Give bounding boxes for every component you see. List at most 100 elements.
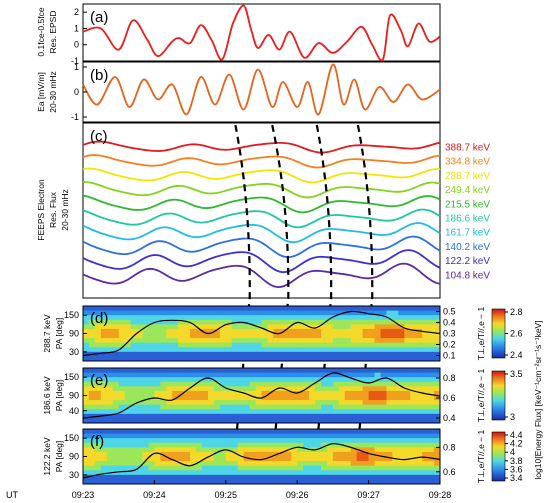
- panel-e-cell: [297, 377, 304, 383]
- panel-e-cell: [416, 390, 423, 396]
- panel-e-cell: [237, 409, 245, 415]
- panel-d-cell: [184, 328, 191, 334]
- panel-f-cbar-label-4: 4.2: [510, 439, 523, 449]
- panel-f-cell: [172, 433, 179, 439]
- panel-e-cell: [326, 413, 334, 419]
- panel-f-cell: [362, 474, 369, 480]
- panel-f-cell: [362, 461, 369, 467]
- panel-f-cell: [237, 456, 245, 462]
- panel-f-cell: [148, 470, 155, 476]
- panel-d-cell: [136, 351, 143, 357]
- panel-e-letter: (e): [90, 372, 108, 389]
- panel-f-cell: [100, 465, 108, 471]
- panel-e-cell: [255, 381, 262, 387]
- panel-e-cell: [368, 381, 375, 387]
- panel-d-cell: [142, 306, 149, 311]
- panel-e-cell: [112, 418, 120, 424]
- panel-e-cell: [124, 395, 131, 401]
- panel-f-cell: [273, 447, 280, 453]
- panel-f-cell: [350, 465, 358, 471]
- panel-e-cell: [88, 377, 96, 383]
- panel-f-cell: [434, 470, 441, 476]
- panel-e-cell: [350, 400, 358, 406]
- panel-d-cell: [83, 347, 90, 353]
- panel-f-cell: [338, 474, 346, 480]
- panel-d-cell: [303, 319, 310, 325]
- panel-d-cell: [332, 306, 340, 311]
- panel-d-cell: [392, 342, 399, 348]
- panel-e-cell: [428, 368, 435, 373]
- time-tick-label-2: 09:25: [215, 490, 238, 500]
- panel-d-cell: [94, 328, 102, 334]
- panel-d-cell: [356, 347, 364, 353]
- panel-f-cell: [207, 479, 215, 485]
- panel-f-cell: [172, 461, 179, 467]
- panel-e-cell: [130, 413, 137, 419]
- panel-f-cell: [112, 479, 120, 485]
- panel-d-cell: [338, 333, 346, 339]
- panel-f-cell: [255, 451, 262, 457]
- panel-d-cell: [273, 310, 280, 316]
- panel-f-cell: [94, 447, 102, 453]
- panel-e-cell: [83, 377, 90, 383]
- panel-d-cell: [225, 356, 233, 362]
- panel-d-cell: [112, 310, 120, 316]
- panel-d-cell: [249, 310, 256, 316]
- panel-d-cell: [297, 333, 304, 339]
- panel-d-cell: [106, 356, 114, 362]
- panel-f-cell: [368, 456, 375, 462]
- panel-d-cell: [112, 347, 120, 353]
- panel-d-cell: [428, 338, 435, 344]
- panel-f-cell: [184, 465, 191, 471]
- panel-d-cell: [130, 319, 137, 325]
- panel-e-cell: [285, 386, 292, 392]
- panel-f-cell: [88, 474, 96, 480]
- panel-e-cell: [267, 386, 274, 392]
- panel-d-cell: [88, 347, 96, 353]
- panel-f-cell: [178, 438, 185, 444]
- panel-d-cell: [326, 351, 334, 357]
- panel-e-cell: [190, 409, 197, 415]
- panel-d-cell: [213, 351, 221, 357]
- panel-e-cell: [154, 386, 161, 392]
- panel-d-cell: [267, 338, 274, 344]
- panel-e-cell: [410, 418, 417, 424]
- panel-d-cell: [178, 328, 185, 334]
- panel-d-cell: [196, 342, 203, 348]
- panel-d-cell: [154, 342, 161, 348]
- panel-e-cell: [178, 381, 185, 387]
- panel-e-cell: [83, 390, 90, 396]
- panel-f-rtick-label-1: 0.8: [443, 442, 456, 452]
- panel-d-cell: [148, 319, 155, 325]
- panel-d-cell: [344, 306, 352, 311]
- panel-e-cell: [338, 395, 346, 401]
- panel-e-cell: [231, 368, 239, 373]
- panel-f-cell: [243, 429, 250, 434]
- panel-d-cell: [261, 338, 268, 344]
- panel-f-cell: [374, 433, 381, 439]
- panel-e-cell: [291, 404, 298, 410]
- panel-e-cell: [231, 386, 239, 392]
- panel-f-cell: [231, 442, 239, 448]
- panel-e-cell: [416, 400, 423, 406]
- panel-e-cell: [154, 390, 161, 396]
- panel-d-cell: [380, 306, 387, 311]
- panel-f-cell: [356, 433, 364, 439]
- panel-e-cell: [213, 395, 221, 401]
- panel-e-cell: [434, 377, 441, 383]
- panel-f-letter: (f): [90, 433, 104, 450]
- panel-f-cell: [332, 429, 340, 434]
- panel-d-cell: [172, 338, 179, 344]
- panel-f-cell: [106, 429, 114, 434]
- panel-d-cell: [202, 315, 209, 321]
- panel-f-cell: [350, 474, 358, 480]
- panel-e-cell: [160, 381, 167, 387]
- panel-e-cell: [130, 418, 137, 424]
- panel-d-cell: [297, 342, 304, 348]
- panel-d-cell: [291, 306, 298, 311]
- panel-e-cell: [297, 404, 304, 410]
- panel-f-cell: [303, 465, 310, 471]
- panel-f-cell: [321, 456, 328, 462]
- panel-b-line: [82, 63, 441, 116]
